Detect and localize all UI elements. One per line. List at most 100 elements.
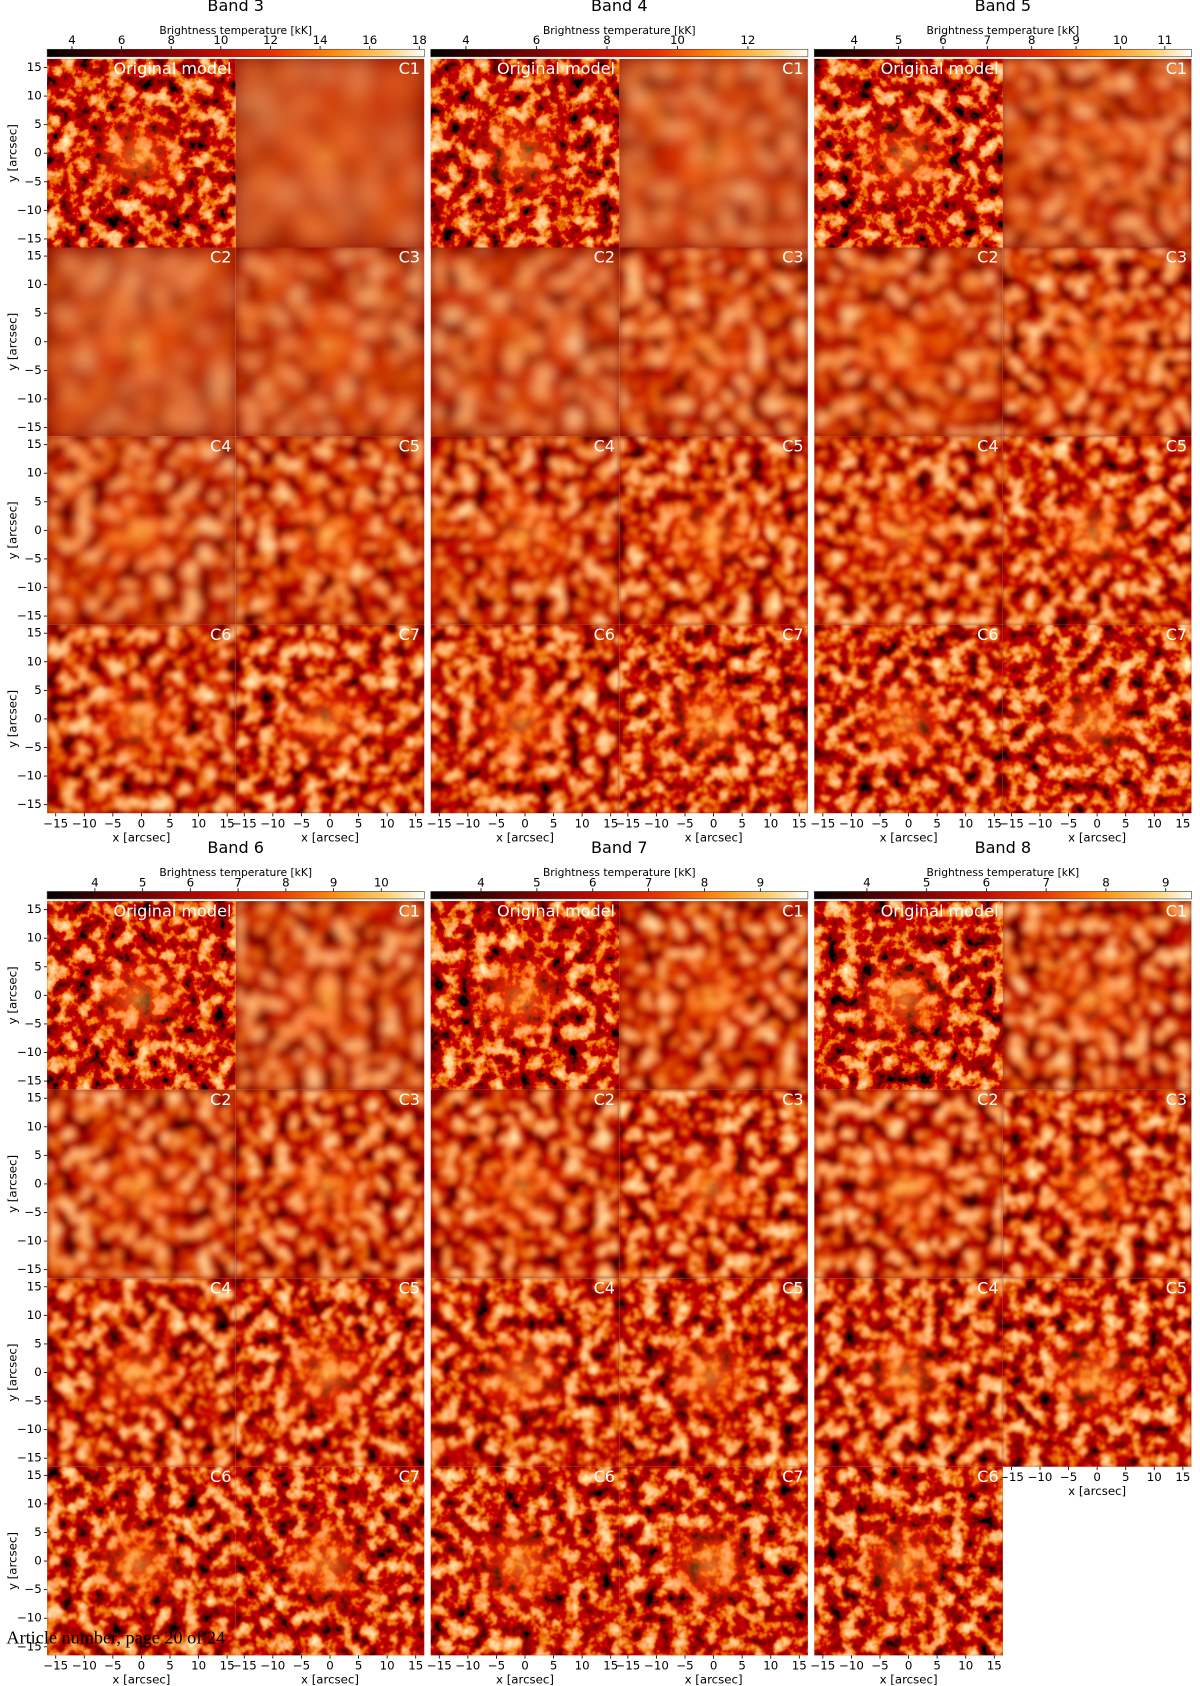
x-tick-label: −15 bbox=[43, 1659, 68, 1673]
image-panel bbox=[235, 1089, 425, 1279]
x-tick-label: 5 bbox=[933, 816, 941, 830]
y-axis-label: y [arcsec] bbox=[5, 1532, 19, 1590]
panel-label: C3 bbox=[399, 248, 420, 267]
panel-label: C4 bbox=[210, 436, 231, 455]
x-tick-label: 10 bbox=[191, 816, 206, 830]
x-tick-label: −10 bbox=[72, 816, 97, 830]
band-title: Band 8 bbox=[975, 838, 1032, 857]
image-panel bbox=[430, 1278, 620, 1467]
y-tick-label: −15 bbox=[17, 1451, 42, 1465]
x-tick-label: 5 bbox=[738, 816, 746, 830]
y-tick-label: 5 bbox=[34, 1336, 42, 1350]
panel-label: Original model bbox=[497, 59, 615, 78]
x-tick-label: 0 bbox=[326, 1659, 334, 1673]
colorbar-tick-label: 8 bbox=[701, 875, 709, 889]
panel-label: C2 bbox=[210, 248, 231, 267]
panel-label: C2 bbox=[977, 1090, 998, 1109]
colorbar-tick-label: 8 bbox=[282, 875, 290, 889]
x-tick-label: −10 bbox=[455, 816, 480, 830]
y-tick-label: −15 bbox=[17, 1074, 42, 1088]
image-panel bbox=[814, 901, 1003, 1090]
y-tick-label: 5 bbox=[34, 494, 42, 508]
band-title: Band 7 bbox=[591, 838, 648, 857]
image-panel bbox=[235, 247, 425, 437]
x-tick-label: 5 bbox=[933, 1659, 941, 1673]
x-tick-label: −10 bbox=[260, 816, 285, 830]
panel-label: C1 bbox=[399, 59, 420, 78]
x-tick-label: 15 bbox=[603, 816, 618, 830]
image-panel bbox=[430, 1466, 620, 1656]
panel-label: C3 bbox=[1166, 248, 1187, 267]
y-tick-label: 10 bbox=[27, 466, 42, 480]
colorbar-tick-label: 9 bbox=[1162, 875, 1170, 889]
x-tick-label: 10 bbox=[763, 1659, 778, 1673]
y-tick-label: −5 bbox=[24, 174, 41, 188]
colorbar-tick-label: 5 bbox=[923, 875, 931, 889]
image-panel bbox=[1002, 247, 1192, 437]
image-panel bbox=[619, 901, 808, 1090]
colorbar-tick-label: 4 bbox=[477, 875, 485, 889]
panel-label: C6 bbox=[210, 1467, 231, 1486]
y-axis-label: y [arcsec] bbox=[5, 966, 19, 1024]
image-panel bbox=[814, 247, 1003, 437]
y-tick-label: 15 bbox=[27, 626, 42, 640]
colorbar-tick-label: 6 bbox=[187, 875, 195, 889]
image-panel bbox=[430, 247, 620, 437]
image-panel bbox=[619, 1278, 808, 1467]
image-panel bbox=[430, 901, 620, 1090]
x-tick-label: 15 bbox=[1175, 816, 1190, 830]
image-panel bbox=[1002, 58, 1192, 248]
x-tick-label: 10 bbox=[191, 1659, 206, 1673]
y-tick-label: 15 bbox=[27, 60, 42, 74]
colorbar-tick-label: 11 bbox=[1157, 33, 1172, 47]
x-tick-label: 10 bbox=[763, 816, 778, 830]
y-tick-label: −5 bbox=[24, 1582, 41, 1596]
image-panel bbox=[814, 1466, 1003, 1656]
y-tick-label: −10 bbox=[17, 1234, 42, 1248]
panel-label: C5 bbox=[399, 436, 420, 455]
panel-label: C1 bbox=[782, 59, 803, 78]
x-tick-label: 0 bbox=[138, 816, 146, 830]
panel-label: C7 bbox=[782, 625, 803, 644]
y-tick-label: −5 bbox=[24, 1394, 41, 1408]
y-tick-label: 0 bbox=[34, 1365, 42, 1379]
x-tick-label: −10 bbox=[260, 1659, 285, 1673]
y-tick-label: 0 bbox=[34, 146, 42, 160]
x-tick-label: 10 bbox=[575, 816, 590, 830]
colorbar-tick-label: 8 bbox=[603, 33, 611, 47]
panel-label: C2 bbox=[594, 248, 615, 267]
panel-label: C6 bbox=[594, 1467, 615, 1486]
x-tick-label: −15 bbox=[810, 816, 835, 830]
x-tick-label: 15 bbox=[987, 1659, 1002, 1673]
image-panel bbox=[47, 436, 236, 625]
colorbar-tick-label: 6 bbox=[533, 33, 541, 47]
x-tick-label: −10 bbox=[1028, 1470, 1053, 1484]
panel-label: C1 bbox=[399, 901, 420, 920]
colorbar-tick-label: 9 bbox=[757, 875, 765, 889]
panel-label: Original model bbox=[881, 901, 999, 920]
panel-label: Original model bbox=[497, 901, 615, 920]
x-axis-label: x [arcsec] bbox=[496, 1673, 554, 1686]
image-panel bbox=[1002, 436, 1192, 625]
panel-label: C5 bbox=[1166, 1278, 1187, 1297]
panel-label: C7 bbox=[782, 1467, 803, 1486]
y-tick-label: −5 bbox=[24, 740, 41, 754]
x-axis-label: x [arcsec] bbox=[880, 830, 938, 844]
image-panel bbox=[47, 247, 236, 437]
x-tick-label: −5 bbox=[293, 1659, 310, 1673]
x-tick-label: −5 bbox=[488, 816, 505, 830]
panel-label: C5 bbox=[1166, 436, 1187, 455]
colorbar-label: Brightness temperature [kK] bbox=[159, 866, 312, 879]
x-tick-label: 15 bbox=[603, 1659, 618, 1673]
y-tick-label: 5 bbox=[34, 1148, 42, 1162]
y-tick-label: −10 bbox=[17, 580, 42, 594]
colorbar-tick-label: 4 bbox=[462, 33, 470, 47]
x-tick-label: 15 bbox=[1175, 1470, 1190, 1484]
x-tick-label: 5 bbox=[166, 816, 174, 830]
y-axis-label: y [arcsec] bbox=[5, 1344, 19, 1402]
colorbar-tick-label: 6 bbox=[939, 33, 947, 47]
x-tick-label: −5 bbox=[871, 816, 888, 830]
y-axis-label: y [arcsec] bbox=[5, 690, 19, 748]
image-panel bbox=[430, 58, 620, 248]
colorbar-tick-label: 12 bbox=[263, 33, 278, 47]
